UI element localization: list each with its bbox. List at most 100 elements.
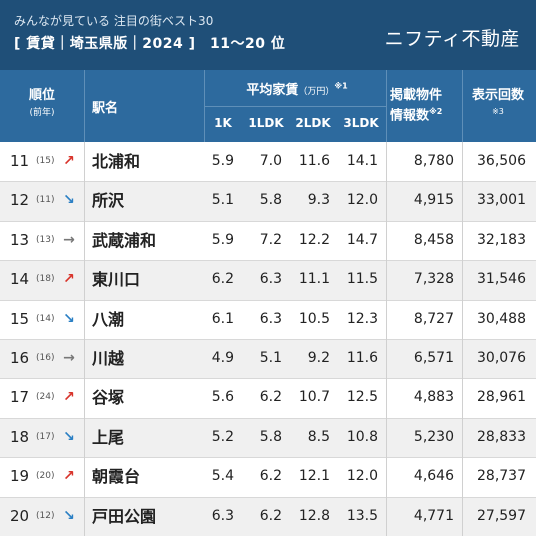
rent-3ldk-cell: 12.0 — [346, 192, 378, 209]
listings-cell: 4,771 — [413, 507, 454, 524]
views-cell: 30,076 — [477, 350, 526, 366]
col-3ldk: 3LDK — [343, 116, 379, 130]
station-name: 所沢 — [92, 191, 125, 211]
table-row: 17 (24) ↗ 谷塚 5.6 6.2 10.7 12.5 4,883 28,961 — [0, 378, 536, 418]
listings-cell: 4,883 — [413, 389, 454, 406]
rent-divider — [204, 106, 386, 107]
station-name: 八潮 — [92, 309, 125, 329]
rent-1k-cell: 5.4 — [211, 468, 234, 485]
table-row: 16 (16) → 川越 4.9 5.1 9.2 11.6 6,571 30,076 — [0, 339, 536, 379]
card-subtitle: みんなが見ている 注目の街ベスト30 — [14, 14, 214, 28]
listings-cell: 8,780 — [413, 153, 454, 169]
rent-1ldk-cell: 6.2 — [259, 507, 282, 524]
trend-up-icon: ↗ — [63, 389, 75, 406]
rent-1k-cell: 5.9 — [211, 153, 234, 169]
row-divider — [0, 220, 536, 222]
row-divider — [0, 339, 536, 340]
row-divider — [0, 260, 536, 262]
rent-2ldk-cell: 8.5 — [307, 428, 330, 445]
rent-1ldk-cell: 6.2 — [259, 389, 282, 406]
trend-up-icon: ↗ — [63, 468, 75, 485]
table-row: 19 (20) ↗ 朝霞台 5.4 6.2 12.1 12.0 4,646 28,737 — [0, 457, 536, 497]
rank-cell: 13 — [10, 230, 30, 249]
col-2ldk: 2LDK — [295, 116, 331, 130]
rent-1k-cell: 6.1 — [211, 310, 234, 327]
prev-rank-cell: (14) — [36, 313, 55, 324]
rent-1ldk-cell: 6.3 — [259, 310, 282, 327]
rent-3ldk-cell: 14.7 — [346, 231, 378, 248]
rent-2ldk-cell: 11.6 — [298, 153, 330, 169]
rent-3ldk-cell: 12.5 — [346, 389, 378, 406]
trend-down-icon: ↘ — [63, 192, 75, 209]
station-name: 川越 — [92, 349, 125, 368]
prev-rank-cell: (12) — [36, 510, 55, 521]
views-cell: 27,597 — [477, 507, 526, 524]
table-row: 11 (15) ↗ 北浦和 5.9 7.0 11.6 14.1 8,780 36,506 — [0, 142, 536, 182]
table-body: 11 (15) ↗ 北浦和 5.9 7.0 11.6 14.1 8,780 36,506 12 (11… — [0, 142, 536, 536]
listings-cell: 6,571 — [413, 350, 454, 366]
rank-cell: 18 — [10, 427, 30, 446]
col-rent-note: ※1 — [334, 81, 348, 91]
trend-up-icon: ↗ — [63, 271, 75, 288]
card-title: [ 賃貸｜埼玉県版｜2024 ] 11〜20 位 — [14, 36, 286, 52]
rent-3ldk-cell: 12.3 — [346, 310, 378, 327]
rent-1ldk-cell: 5.1 — [259, 350, 282, 366]
rank-cell: 19 — [10, 467, 30, 486]
col-station: 駅名 — [92, 101, 119, 116]
col-rent-label: 平均家賃 — [246, 83, 299, 98]
col-listings-label-1: 掲載物件 — [390, 88, 443, 103]
col-rent-unit: （万円） — [298, 87, 335, 97]
prev-rank-cell: (24) — [36, 392, 55, 403]
row-divider — [0, 496, 536, 498]
rent-2ldk-cell: 12.8 — [298, 507, 330, 524]
row-divider — [0, 457, 536, 459]
rent-3ldk-cell: 14.1 — [346, 153, 378, 169]
table-row: 20 (12) ↘ 戸田公園 6.3 6.2 12.8 13.5 4,771 27,597 — [0, 496, 536, 536]
listings-cell: 7,328 — [413, 271, 454, 288]
col-rent: 平均家賃（万円）※1 — [208, 79, 386, 98]
header-sep — [84, 70, 85, 142]
prev-rank-cell: (13) — [36, 234, 55, 245]
col-views-label: 表示回数 — [471, 88, 524, 103]
rent-1k-cell: 5.6 — [211, 389, 234, 406]
rank-cell: 14 — [10, 270, 30, 289]
rank-cell: 16 — [10, 349, 30, 367]
row-divider — [0, 378, 536, 380]
table-row: 18 (17) ↘ 上尾 5.2 5.8 8.5 10.8 5,230 28,833 — [0, 417, 536, 458]
views-cell: 28,833 — [477, 428, 526, 445]
prev-rank-cell: (20) — [36, 471, 55, 482]
rent-3ldk-cell: 10.8 — [346, 428, 378, 445]
views-cell: 33,001 — [477, 192, 526, 209]
rank-cell: 20 — [10, 506, 30, 525]
header-sep — [204, 70, 205, 142]
views-cell: 30,488 — [477, 310, 526, 327]
row-divider — [0, 417, 536, 419]
listings-cell: 8,727 — [413, 310, 454, 327]
trend-up-icon: ↗ — [63, 153, 75, 169]
col-1k: 1K — [214, 116, 232, 130]
col-listings-label-2: 情報数 — [390, 108, 430, 124]
rent-2ldk-cell: 10.7 — [298, 389, 330, 406]
prev-rank-cell: (15) — [36, 156, 55, 166]
col-rank: 順位 (前年) — [8, 88, 76, 121]
column-divider — [386, 142, 387, 536]
rent-1k-cell: 6.3 — [211, 507, 234, 524]
prev-rank-cell: (11) — [36, 195, 55, 206]
row-divider — [0, 181, 536, 183]
rent-1k-cell: 5.1 — [211, 192, 234, 209]
col-views-note: ※3 — [492, 107, 504, 116]
prev-rank-cell: (17) — [36, 431, 55, 442]
rent-1ldk-cell: 7.2 — [259, 231, 282, 248]
views-cell: 32,183 — [477, 231, 526, 248]
table-row: 12 (11) ↘ 所沢 5.1 5.8 9.3 12.0 4,915 33,001 — [0, 181, 536, 221]
listings-cell: 8,458 — [413, 231, 454, 248]
header-sep — [386, 70, 387, 142]
views-cell: 28,961 — [477, 389, 526, 406]
rent-1k-cell: 5.2 — [211, 428, 234, 445]
col-listings: 掲載物件 情報数※2 — [390, 88, 462, 124]
prev-rank-cell: (18) — [36, 274, 55, 285]
rank-cell: 12 — [10, 191, 30, 210]
rent-1ldk-cell: 5.8 — [259, 192, 282, 209]
rent-3ldk-cell: 11.5 — [346, 271, 378, 288]
listings-cell: 4,915 — [413, 192, 454, 209]
